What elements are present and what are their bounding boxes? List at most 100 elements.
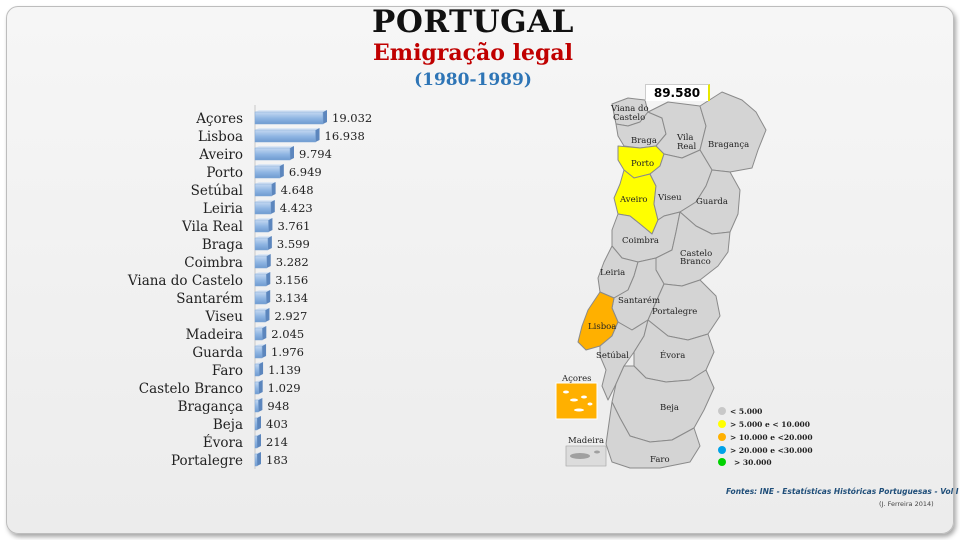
label-leiria: Leiria	[600, 268, 625, 278]
value-label: 6.949	[289, 165, 322, 179]
value-label: 2.927	[274, 309, 307, 323]
bar-top-face	[255, 146, 294, 148]
bar-top-face	[255, 254, 271, 256]
value-label: 16.938	[325, 129, 365, 143]
category-label: Viseu	[205, 309, 244, 325]
legend-swatch-5	[718, 458, 726, 466]
value-label: 183	[266, 453, 288, 467]
bar	[254, 183, 272, 197]
value-label: 1.139	[268, 363, 301, 377]
value-label: 4.648	[281, 183, 314, 197]
category-label: Aveiro	[198, 147, 243, 163]
category-label: Porto	[206, 165, 243, 181]
bar	[254, 417, 258, 431]
category-label: Faro	[212, 363, 243, 379]
bar-end-face	[279, 164, 284, 178]
total-emigration-label: 89.580	[645, 84, 710, 101]
period-label: (1980-1989)	[414, 70, 532, 90]
category-label: Setúbal	[191, 183, 243, 199]
category-label: Lisboa	[198, 129, 243, 145]
label-porto: Porto	[631, 159, 654, 169]
label-viseu: Viseu	[657, 193, 682, 203]
bar-top-face	[255, 362, 264, 364]
page-title: PORTUGAL	[372, 4, 574, 40]
page-subtitle: Emigração legal	[373, 40, 573, 66]
category-label: Viana do Castelo	[127, 273, 243, 289]
legend-label-4: > 20.000 e <30.000	[730, 446, 813, 455]
label-acores: Açores	[561, 374, 591, 384]
bar-top-face	[255, 218, 273, 220]
bar-end-face	[259, 362, 264, 376]
category-label: Castelo Branco	[139, 381, 243, 397]
category-label: Portalegre	[171, 453, 243, 469]
bars-layer: Açores 19.032 Lisboa 16.938 Aveiro 9.794 Porto…	[127, 105, 372, 469]
bar-end-face	[257, 434, 261, 448]
bar-end-face	[268, 218, 273, 232]
bar	[254, 381, 259, 395]
value-label: 3.156	[275, 273, 308, 287]
bar-end-face	[271, 182, 276, 196]
bar	[254, 255, 267, 269]
bar-end-face	[270, 200, 275, 214]
label-faro: Faro	[650, 455, 670, 465]
bar-end-face	[257, 416, 261, 430]
bar	[254, 219, 269, 233]
legend-swatch-4	[718, 446, 726, 454]
bar-top-face	[255, 182, 276, 184]
value-label: 9.794	[299, 147, 332, 161]
bar	[254, 363, 260, 377]
bar-top-face	[255, 452, 261, 454]
bar	[254, 345, 263, 359]
bar-top-face	[255, 236, 272, 238]
district-faro	[605, 401, 701, 469]
value-label: 403	[266, 417, 288, 431]
category-label: Guarda	[192, 345, 243, 361]
label-madeira: Madeira	[568, 436, 604, 446]
value-label: 1.029	[268, 381, 301, 395]
bar-top-face	[255, 200, 275, 202]
bar-top-face	[255, 290, 271, 292]
bar	[254, 111, 324, 125]
map-legend: < 5.000 > 5.000 e < 10.000 > 10.000 e <2…	[718, 407, 813, 467]
label-viana: Viana do	[610, 104, 649, 114]
legend-label-5: > 30.000	[734, 458, 772, 467]
label-vila-real-line2: Real	[677, 142, 696, 152]
bar-top-face	[255, 398, 263, 400]
value-label: 214	[266, 435, 288, 449]
label-braganca: Bragança	[708, 140, 749, 150]
bar-top-face	[255, 380, 263, 382]
label-viana-line2: Castelo	[613, 113, 645, 123]
category-label: Évora	[203, 435, 243, 451]
bar-top-face	[255, 344, 267, 346]
category-label: Leiria	[203, 201, 243, 217]
label-castelo-branco: Castelo	[680, 249, 712, 259]
label-evora: Évora	[660, 349, 685, 361]
value-label: 2.045	[271, 327, 304, 341]
bar-end-face	[262, 344, 267, 358]
category-label: Braga	[202, 237, 243, 253]
label-lisboa: Lisboa	[588, 322, 616, 332]
bar-end-face	[267, 236, 272, 250]
source-note: Fontes: INE - Estatísticas Históricas Po…	[726, 487, 959, 496]
category-label: Açores	[195, 111, 243, 127]
bar-end-face	[265, 308, 270, 322]
district-labels: Viana do Braga Vila Bragança Porto Aveir…	[561, 104, 749, 465]
legend-swatch-2	[718, 420, 726, 428]
category-label: Beja	[213, 417, 243, 433]
bar-top-face	[255, 110, 327, 112]
bar-top-face	[255, 434, 261, 436]
bar-end-face	[266, 290, 271, 304]
label-vila-real: Vila	[676, 133, 694, 143]
value-label: 4.423	[280, 201, 313, 215]
bar-end-face	[323, 110, 327, 124]
bar-top-face	[255, 326, 267, 328]
legend-label-1: < 5.000	[730, 407, 762, 416]
legend-swatch-1	[718, 407, 726, 415]
credit-note: (J. Ferreira 2014)	[879, 500, 934, 508]
bar-end-face	[289, 146, 294, 160]
value-label: 3.599	[277, 237, 310, 251]
value-label: 1.976	[271, 345, 304, 359]
bar-top-face	[255, 164, 284, 166]
label-setubal: Setúbal	[596, 350, 629, 361]
